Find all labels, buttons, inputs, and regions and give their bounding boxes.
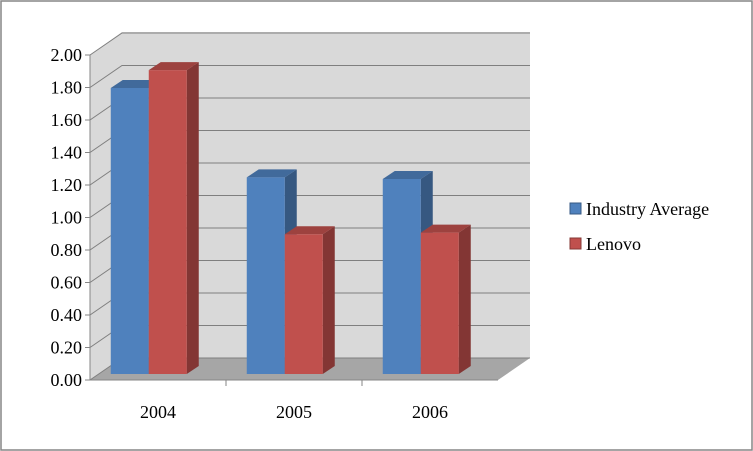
bars [110,62,471,374]
x-tick-label: 2006 [412,402,448,422]
legend-swatch [569,237,582,250]
bar [420,224,471,374]
y-tick-label: 2.00 [51,45,83,65]
y-tick-label: 0.20 [51,338,83,358]
y-tick-label: 0.40 [51,305,83,325]
bar [246,169,297,374]
y-tick-label: 1.00 [51,208,83,228]
y-tick-label: 0.60 [51,273,83,293]
bar-side [322,226,335,374]
bar-top [246,169,297,178]
y-tick-label: 0.00 [51,370,83,390]
bar-front [246,177,285,374]
y-tick-label: 1.80 [51,78,83,98]
y-tick-label: 1.20 [51,175,83,195]
y-tick-label: 0.80 [51,240,83,260]
y-axis-ticks: 0.00 0.20 0.40 0.60 0.80 1.00 1.20 1.40 1.60 1.80… [51,45,90,390]
bar-front [148,70,187,374]
bar-top [382,171,433,179]
bar [148,62,199,374]
gridline [89,32,530,56]
bar [284,226,335,374]
legend-item: Industry Average [569,199,709,219]
gridline [89,65,530,88]
bar-top [284,226,335,235]
bar-side [458,224,471,374]
x-tick-label: 2004 [140,402,176,422]
x-axis-labels: 2004 2005 2006 [140,380,448,422]
plot-area: 0.00 0.20 0.40 0.60 0.80 1.00 1.20 1.40 1.60 1.80… [51,32,530,422]
bar-front [110,88,149,374]
legend-label: Industry Average [586,199,709,219]
legend-label: Lenovo [586,234,641,254]
bar-top [148,62,199,71]
bar-front [420,232,459,374]
legend: Industry Average Lenovo [569,199,709,254]
y-tick-label: 1.40 [51,143,83,163]
legend-item: Lenovo [569,234,641,254]
bar-top [110,80,161,88]
legend-swatch [569,202,582,215]
bar-top [420,224,471,233]
bar-front [382,179,421,374]
bar-side [186,62,199,374]
bar-front [284,234,323,374]
y-tick-label: 1.60 [51,110,83,130]
x-tick-label: 2005 [276,402,312,422]
